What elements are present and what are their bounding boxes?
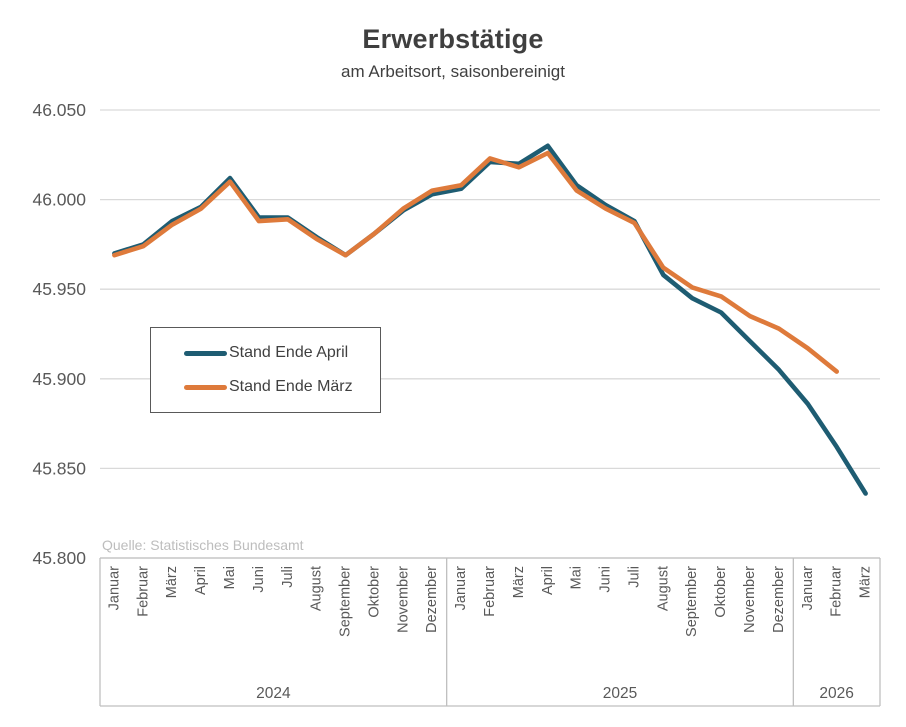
x-axis-month-label: Juli — [280, 566, 296, 588]
x-axis-month-label: Januar — [800, 566, 816, 611]
legend-line-swatch-april — [184, 350, 227, 356]
legend: Stand Ende April Stand Ende März — [150, 327, 381, 413]
legend-label: Stand Ende April — [229, 344, 349, 361]
chart-title: Erwerbstätige — [362, 24, 544, 54]
x-axis-year-label: 2024 — [256, 685, 291, 702]
x-axis-month-label: August — [655, 566, 671, 611]
x-axis-month-label: Februar — [482, 566, 498, 617]
x-axis-month-label: Februar — [135, 566, 151, 617]
legend-label: Stand Ende März — [229, 378, 353, 395]
x-axis-month-label: Mai — [222, 566, 238, 589]
x-axis-month-label: Dezember — [771, 566, 787, 633]
x-axis-month-label: November — [742, 566, 758, 633]
x-axis-month-label: Dezember — [424, 566, 440, 633]
chart-subtitle: am Arbeitsort, saisonbereinigt — [341, 62, 565, 81]
x-axis-month-label: April — [193, 566, 209, 595]
y-axis-label: 45.800 — [32, 548, 86, 568]
x-axis-year-label: 2026 — [819, 685, 853, 702]
y-axis-label: 45.900 — [32, 369, 86, 389]
legend-line-swatch-maerz — [184, 384, 227, 390]
x-axis-month-label: März — [858, 566, 874, 598]
y-axis-label: 46.000 — [32, 190, 86, 210]
x-axis-year-label: 2025 — [603, 685, 637, 702]
x-axis-month-label: Mai — [569, 566, 585, 589]
x-axis-month-label: Juli — [626, 566, 642, 588]
y-axis-label: 45.850 — [32, 458, 86, 478]
legend-entry-stand-ende-maerz: Stand Ende März — [184, 378, 380, 396]
series-line-stand-ende-m-rz — [112, 150, 840, 374]
x-axis-month-label: Oktober — [366, 566, 382, 618]
legend-entry-stand-ende-april: Stand Ende April — [184, 344, 380, 362]
source-note: Quelle: Statistisches Bundesamt — [102, 537, 304, 553]
x-axis-month-label: Oktober — [713, 566, 729, 618]
x-axis-month-label: Juni — [251, 566, 267, 593]
x-axis-month-label: September — [338, 566, 354, 637]
x-axis-month-label: November — [395, 566, 411, 633]
x-axis-month-label: Januar — [106, 566, 122, 611]
x-axis-month-label: April — [540, 566, 556, 595]
y-axis-label: 46.050 — [32, 100, 86, 120]
x-axis-month-label: August — [309, 566, 325, 611]
y-axis-label: 45.950 — [32, 279, 86, 299]
x-axis-month-label: Juni — [598, 566, 614, 593]
x-axis-month-label: September — [684, 566, 700, 637]
x-axis-month-label: Januar — [453, 566, 469, 611]
x-axis-month-label: März — [164, 566, 180, 598]
x-axis-month-label: März — [511, 566, 527, 598]
x-axis-month-label: Februar — [829, 566, 845, 617]
